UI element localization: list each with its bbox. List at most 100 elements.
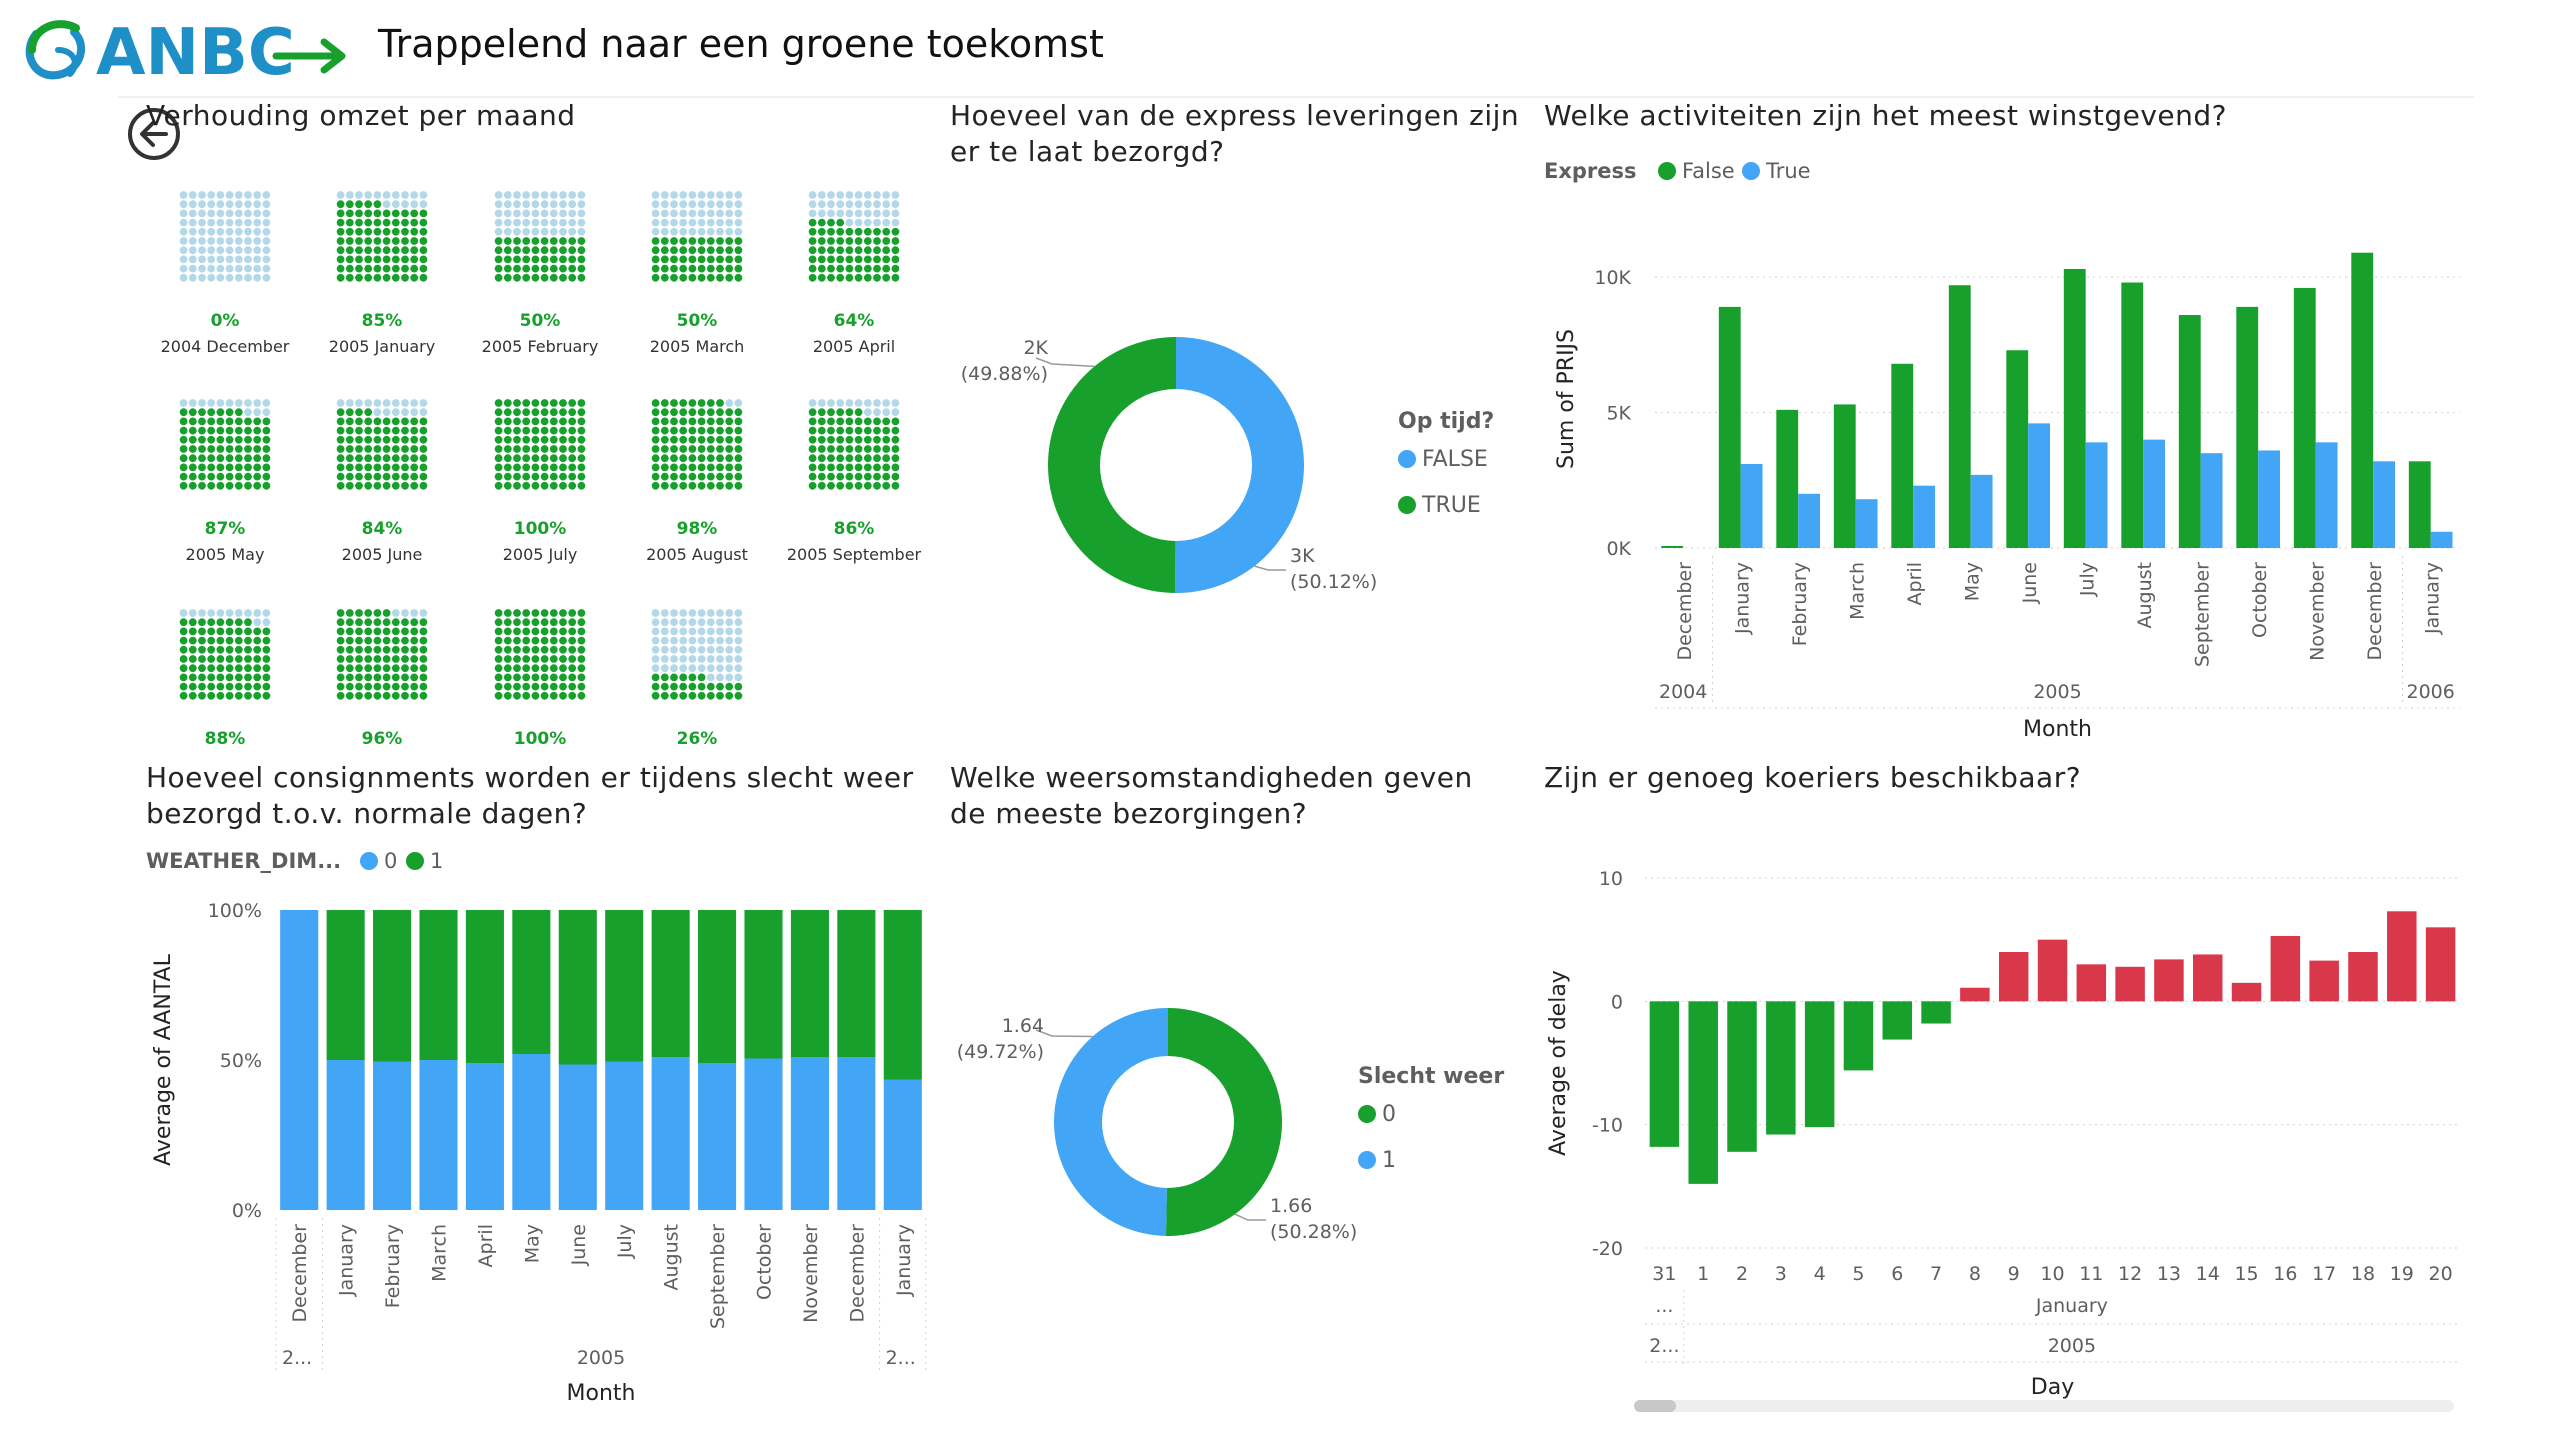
waffle-dot (891, 227, 900, 236)
waffle-dot (716, 673, 724, 682)
waffle-dot (419, 237, 428, 245)
back-button[interactable] (126, 106, 182, 162)
waffle-dot (244, 264, 252, 273)
waffle-dot (382, 435, 391, 444)
waffle-dot (577, 435, 586, 444)
waffle-dot (336, 218, 345, 227)
waffle-dot (364, 481, 373, 490)
waffle-dot (882, 417, 891, 426)
waffle-dot (225, 445, 234, 453)
waffle-dot (179, 426, 188, 435)
waffle-dot (382, 472, 391, 481)
x-tick-label: July (2076, 562, 2098, 597)
waffle-dot (198, 435, 206, 444)
waffle-dot (706, 237, 715, 245)
waffle-dot (827, 246, 835, 255)
waffle-dot (503, 673, 512, 682)
waffle-dot (660, 399, 669, 407)
waffle-dot (401, 445, 409, 453)
waffle-dot (854, 417, 863, 426)
waffle-pct-label: 88% (205, 729, 246, 749)
x-tick-label: January (893, 1224, 915, 1297)
waffle-dot (651, 445, 660, 453)
waffle-dot (355, 227, 363, 236)
waffle-dot (651, 264, 660, 273)
waffle-dot (549, 273, 558, 282)
waffle-dot (364, 445, 373, 453)
waffle-dot (863, 237, 872, 245)
horizontal-scrollbar-track[interactable] (1634, 1400, 2454, 1412)
waffle-dot (234, 445, 243, 453)
x-group-label: 2... (282, 1347, 312, 1369)
waffle-dot (706, 472, 715, 481)
waffle-dot (522, 673, 531, 682)
waffle-dot (540, 191, 549, 199)
waffle-dot (382, 218, 391, 227)
waffle-dot (503, 399, 512, 407)
bar (2408, 461, 2431, 548)
waffle-dot (345, 627, 354, 636)
waffle-dot (845, 255, 854, 264)
waffle-dot (808, 435, 817, 444)
bar (2351, 252, 2374, 548)
waffle-dot (531, 664, 540, 673)
waffle-dot (207, 209, 216, 218)
waffle-dot (540, 673, 549, 682)
waffle-dot (882, 435, 891, 444)
waffle-dot (391, 454, 400, 463)
waffle-dot (716, 655, 724, 663)
waffle-dot (716, 435, 724, 444)
waffle-dot (234, 655, 243, 663)
waffle-dot (688, 246, 697, 255)
waffle-dot (706, 673, 715, 682)
waffle-dot (725, 246, 734, 255)
waffle-dot (854, 255, 863, 264)
waffle-dot (345, 417, 354, 426)
waffle-dot (216, 682, 225, 691)
waffle-dot (355, 682, 363, 691)
waffle-dot (401, 463, 409, 472)
waffle-dot (688, 463, 697, 472)
waffle-dot (817, 417, 826, 426)
bar-segment (558, 1064, 597, 1210)
waffle-dot (419, 673, 428, 682)
waffle-dot (549, 445, 558, 453)
waffle-dot (336, 237, 345, 245)
waffle-dot (549, 209, 558, 218)
waffle-dot (827, 454, 835, 463)
waffle-dot (660, 645, 669, 654)
donut-pct-label: (49.88%) (961, 363, 1048, 385)
waffle-dot (207, 426, 216, 435)
waffle-dot (207, 218, 216, 227)
waffle-dot (863, 417, 872, 426)
x-tick-label: February (382, 1224, 404, 1308)
waffle-dot (207, 246, 216, 255)
waffle-dot (179, 399, 188, 407)
waffle-dot (253, 273, 262, 282)
waffle-dot (382, 246, 391, 255)
waffle-dot (549, 227, 558, 236)
waffle-dot (836, 463, 845, 472)
waffle-dot (716, 237, 724, 245)
horizontal-scrollbar-thumb[interactable] (1634, 1400, 1676, 1412)
waffle-dot (716, 691, 724, 700)
waffle-dot (531, 399, 540, 407)
waffle-dot (419, 435, 428, 444)
waffle-dot (827, 435, 835, 444)
waffle-dot (410, 481, 419, 490)
waffle-dot (336, 691, 345, 700)
waffle-dot (336, 445, 345, 453)
waffle-dot (494, 655, 503, 663)
waffle-dot (845, 426, 854, 435)
waffle-dot (494, 664, 503, 673)
waffle-dot (660, 636, 669, 645)
waffle-dot (540, 255, 549, 264)
waffle-dot (734, 664, 743, 673)
waffle-dot (355, 673, 363, 682)
waffle-dot (734, 435, 743, 444)
waffle-dot (827, 472, 835, 481)
waffle-dot (531, 609, 540, 617)
waffle-dot (244, 609, 252, 617)
waffle-dot (364, 664, 373, 673)
waffle-dot (364, 691, 373, 700)
